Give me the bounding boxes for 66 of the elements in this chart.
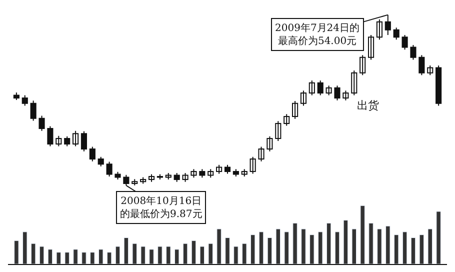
bar — [216, 228, 222, 264]
bar — [301, 228, 306, 264]
candlestick — [334, 85, 340, 101]
bar — [250, 234, 256, 264]
bar — [377, 228, 382, 264]
bar — [368, 222, 374, 264]
bar — [182, 243, 188, 264]
bar — [386, 226, 390, 264]
bar — [30, 243, 36, 264]
bar — [234, 246, 238, 264]
bar — [428, 228, 432, 264]
bar — [284, 232, 289, 264]
bar — [158, 246, 162, 264]
bar — [124, 237, 129, 264]
bar — [225, 237, 230, 264]
candlestick — [156, 174, 163, 180]
bar — [242, 243, 247, 264]
bar — [48, 249, 53, 264]
candlestick — [114, 171, 121, 180]
bar — [318, 232, 323, 264]
bar — [258, 232, 264, 264]
candlestick — [199, 168, 206, 178]
bar — [22, 232, 28, 264]
bar — [64, 252, 70, 264]
bar — [132, 243, 137, 264]
bar — [174, 249, 180, 264]
annotation: 出货 — [357, 99, 379, 112]
candlestick — [190, 168, 197, 178]
bar — [14, 240, 19, 264]
bar — [106, 252, 112, 264]
bar — [166, 246, 171, 264]
bar — [56, 252, 62, 264]
bar — [394, 234, 399, 264]
annotation: 2008年10月16日的最低价为9.87元 — [120, 195, 202, 220]
bar — [140, 246, 146, 264]
bar — [310, 234, 314, 264]
bar — [208, 243, 213, 264]
bar — [292, 222, 298, 264]
bar — [402, 232, 408, 264]
bar — [90, 252, 95, 264]
bar — [334, 232, 340, 264]
bar — [352, 228, 356, 264]
annotation: 2009年7月24日的最高价为54.00元 — [275, 22, 360, 47]
bar — [326, 222, 332, 264]
bar — [419, 234, 424, 264]
bar — [343, 220, 348, 264]
candlestick — [38, 115, 45, 132]
bar — [200, 246, 205, 264]
candlestick — [13, 92, 20, 100]
bar — [436, 211, 441, 264]
candlestick — [427, 65, 434, 76]
bar — [98, 249, 104, 264]
bar — [267, 237, 272, 264]
bar — [276, 228, 281, 264]
candlestick — [208, 168, 214, 178]
bar — [360, 205, 365, 264]
candlestick — [258, 146, 264, 162]
bar — [82, 252, 86, 264]
bar — [115, 246, 120, 264]
candlestick — [410, 44, 416, 60]
candlestick — [132, 178, 138, 186]
bar — [410, 237, 416, 264]
bar — [191, 240, 196, 264]
bar — [149, 249, 154, 264]
bar — [39, 246, 44, 264]
bar — [73, 249, 78, 264]
